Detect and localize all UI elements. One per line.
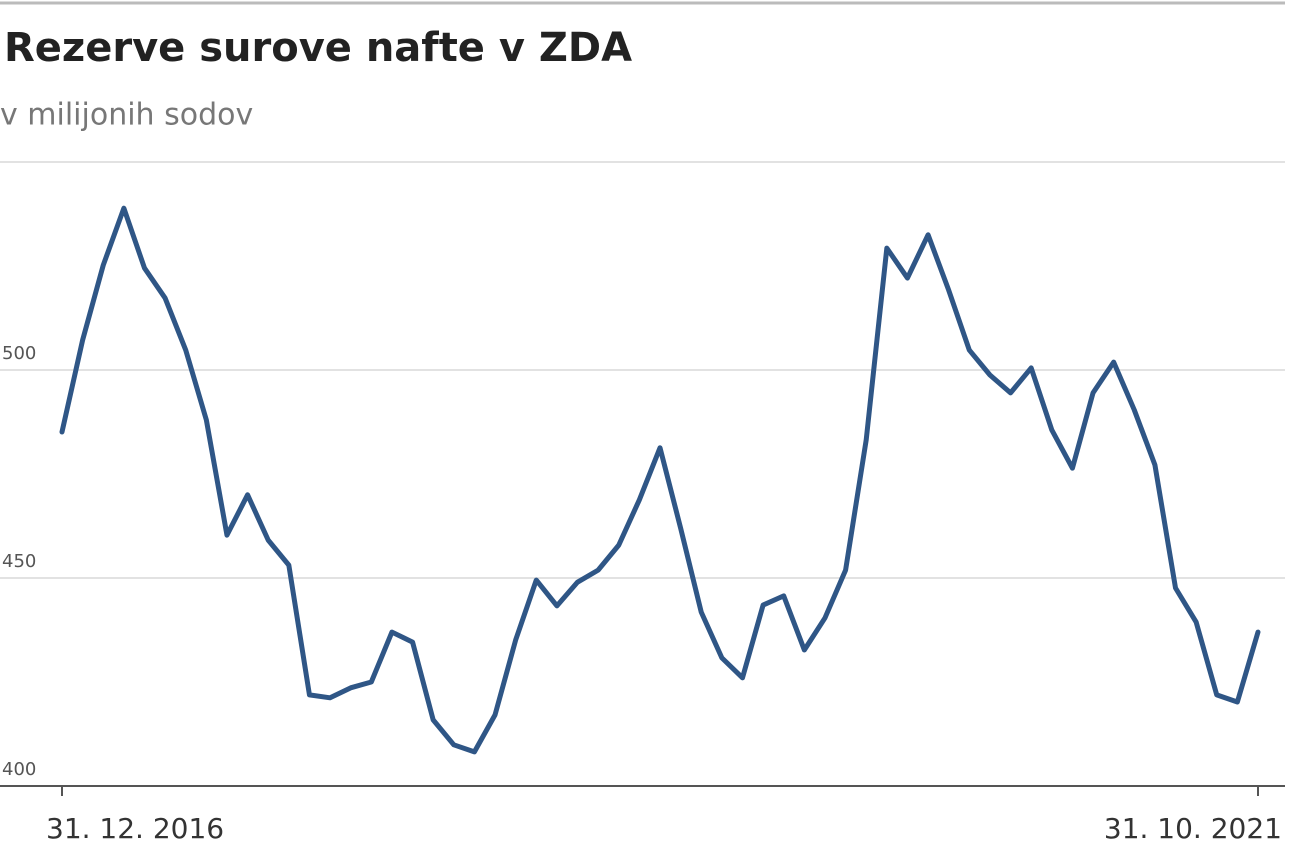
y-tick-label: 500: [2, 343, 36, 364]
line: [59, 205, 1261, 755]
y-tick-label: 450: [2, 551, 36, 572]
x-tick-label: 31. 10. 2021: [1104, 812, 1282, 845]
chart-title: Rezerve surove nafte v ZDA: [4, 25, 632, 71]
y-tick-label: 400: [2, 759, 36, 780]
x-tick-label: 31. 12. 2016: [46, 812, 224, 845]
chart-subtitle: v milijonih sodov: [0, 98, 253, 133]
